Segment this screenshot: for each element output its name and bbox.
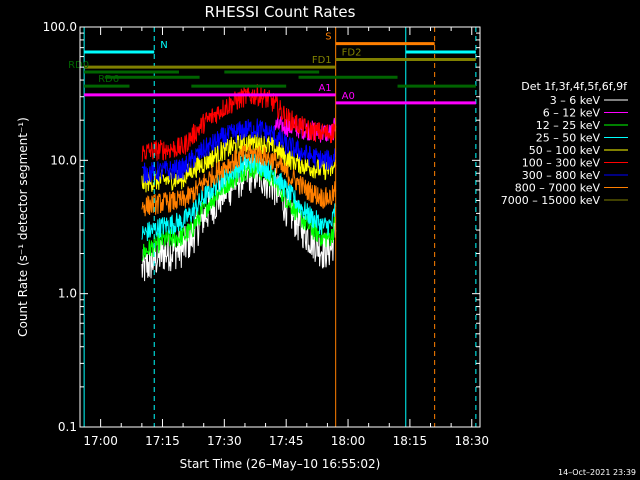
x-tick-label-6: 18:30 <box>454 434 489 448</box>
x-tick-label-1: 17:15 <box>145 434 180 448</box>
state-label-a1: A1 <box>318 83 331 94</box>
legend-label-6: 300 – 800 keV <box>522 169 601 182</box>
y-tick-label-1: 1.0 <box>58 287 77 301</box>
legend-label-8: 7000 – 15000 keV <box>501 194 601 207</box>
y-tick-label-3: 100.0 <box>43 20 77 34</box>
plot-frame <box>79 26 481 428</box>
y-tick-label-2: 10.0 <box>50 153 77 167</box>
legend-label-2: 12 – 25 keV <box>536 119 601 132</box>
legend-label-3: 25 – 50 keV <box>536 132 601 145</box>
state-label-fd2: FD2 <box>342 48 362 59</box>
x-tick-label-0: 17:00 <box>83 434 118 448</box>
x-tick-label-2: 17:30 <box>207 434 242 448</box>
state-label-rd6: RD6 <box>98 74 119 85</box>
series-line-5 <box>141 84 337 162</box>
y-tick-label-0: 0.1 <box>58 420 77 434</box>
legend-label-1: 6 – 12 keV <box>543 107 601 120</box>
state-label-fd1: FD1 <box>312 55 332 66</box>
series-line-3 <box>141 153 337 242</box>
state-label-n: N <box>160 40 167 51</box>
series-line-7 <box>141 143 337 217</box>
state-label-s: S <box>325 32 331 43</box>
state-label-rd0: RD0 <box>68 60 89 71</box>
series-line-6 <box>141 118 337 184</box>
overlay-layer: N S FD1 FD2 RD0 RD6 A1 A0 <box>68 27 477 427</box>
x-axis-label: Start Time (26–May–10 16:55:02) <box>180 457 381 471</box>
axes-layer: 17:00 17:15 17:30 17:45 18:00 18:15 18:30 0.1 1.… <box>43 20 489 448</box>
legend-label-5: 100 – 300 keV <box>522 157 601 170</box>
legend-title: Det 1f,3f,4f,5f,6f,9f <box>521 80 628 93</box>
legend-label-4: 50 – 100 keV <box>529 144 601 157</box>
legend-label-7: 800 – 7000 keV <box>515 182 601 195</box>
legend-label-0: 3 – 6 keV <box>550 94 601 107</box>
timestamp: 14–Oct–2021 23:39 <box>558 468 636 477</box>
data-layer <box>141 84 337 282</box>
series-line-4 <box>141 131 337 193</box>
x-tick-label-3: 17:45 <box>269 434 304 448</box>
x-tick-label-4: 18:00 <box>331 434 366 448</box>
x-tick-label-5: 18:15 <box>393 434 428 448</box>
state-label-a0: A0 <box>342 91 355 102</box>
y-axis-label: Count Rate (s⁻¹ detector segment⁻¹) <box>16 117 30 337</box>
chart-title: RHESSI Count Rates <box>205 3 356 21</box>
